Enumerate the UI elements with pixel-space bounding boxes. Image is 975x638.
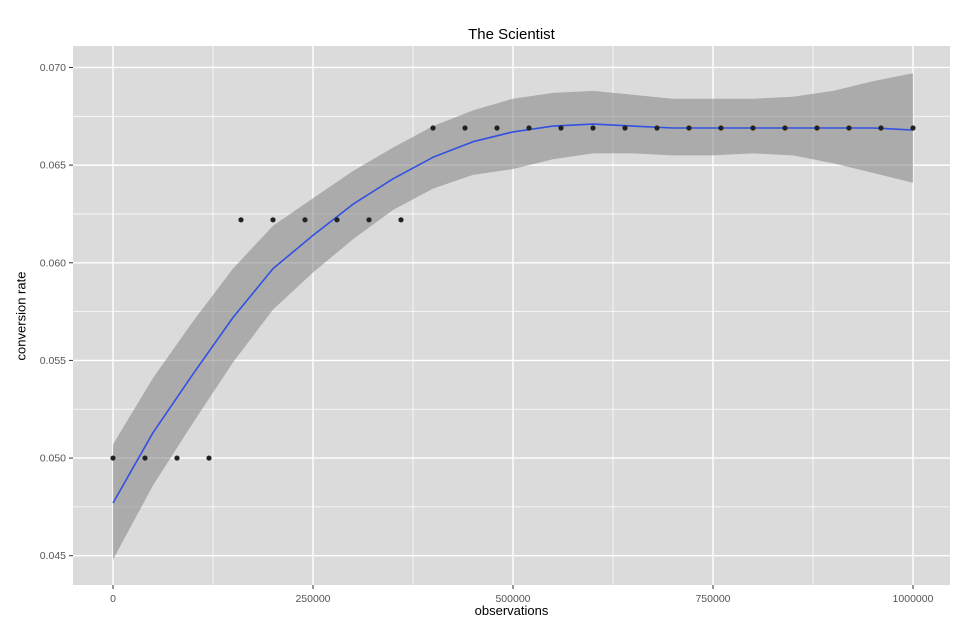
data-point	[430, 125, 436, 131]
data-point	[814, 125, 820, 131]
data-point	[462, 125, 468, 131]
x-tick-label: 250000	[295, 593, 330, 605]
data-point	[782, 125, 788, 131]
y-tick-label: 0.050	[40, 453, 66, 465]
x-axis-title: observations	[474, 603, 549, 618]
data-point	[686, 125, 692, 131]
data-point	[622, 125, 628, 131]
x-tick-label: 1000000	[893, 593, 934, 605]
x-tick-label: 500000	[495, 593, 530, 605]
confidence-ribbon	[113, 73, 913, 560]
data-point	[878, 125, 884, 131]
data-point	[270, 217, 276, 223]
smooth-line	[112, 123, 914, 504]
y-axis-title: conversion rate	[13, 271, 29, 361]
data-point	[334, 217, 340, 223]
data-point	[110, 455, 116, 461]
data-point	[302, 217, 308, 223]
data-point	[142, 455, 148, 461]
data-point	[366, 217, 372, 223]
data-point	[750, 125, 756, 131]
data-point	[174, 455, 180, 461]
y-tick-label: 0.045	[40, 550, 66, 562]
x-tick-label: 750000	[695, 593, 730, 605]
data-point	[206, 455, 212, 461]
y-tick-label: 0.055	[40, 355, 66, 367]
data-point	[494, 125, 500, 131]
y-tick-label: 0.070	[40, 62, 66, 74]
chart-title: The Scientist	[468, 26, 555, 43]
data-point	[910, 125, 916, 131]
data-point	[590, 125, 596, 131]
y-tick-label: 0.060	[40, 257, 66, 269]
data-point	[718, 125, 724, 131]
data-point	[654, 125, 660, 131]
data-point	[238, 217, 244, 223]
y-tick-label: 0.065	[40, 160, 66, 172]
data-point	[558, 125, 564, 131]
data-point	[398, 217, 404, 223]
data-point	[846, 125, 852, 131]
x-tick-label: 0	[110, 593, 116, 605]
data-point	[526, 125, 532, 131]
